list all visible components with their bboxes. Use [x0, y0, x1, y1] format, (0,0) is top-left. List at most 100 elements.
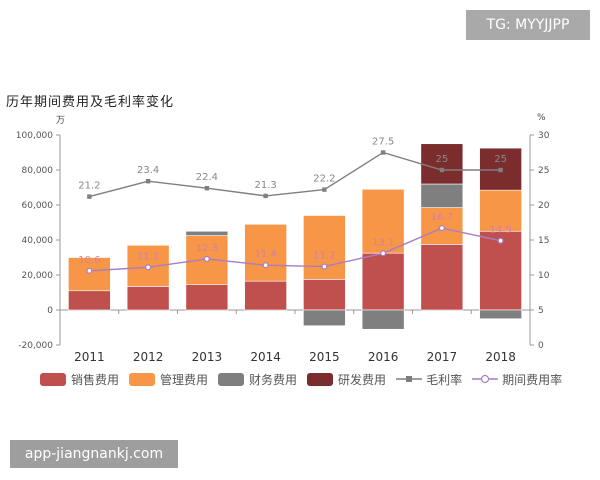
data-label: 11.1 [137, 251, 159, 262]
x-tick-label: 2014 [250, 350, 281, 364]
x-tick-label: 2017 [427, 350, 458, 364]
legend-line-swatch [396, 376, 423, 382]
x-tick-label: 2011 [74, 350, 105, 364]
bar-segment [303, 279, 346, 311]
y2-tick-label: 0 [538, 341, 544, 351]
y-tick-label: 0 [47, 306, 53, 316]
y-tick-label: 40,000 [22, 236, 54, 246]
y2-tick-label: 25 [538, 166, 549, 176]
data-label: 14.9 [489, 225, 511, 236]
line-point [498, 167, 503, 173]
bar-segment [68, 290, 111, 311]
bar-segment [68, 257, 111, 292]
legend-item: 销售费用 [40, 371, 119, 388]
series-line [89, 151, 501, 198]
legend-item: 研发费用 [307, 371, 386, 388]
data-label: 21.2 [78, 181, 100, 192]
watermark-top: TG: MYYJJPP [466, 10, 590, 40]
watermark-bottom: app-jiangnankj.com [10, 440, 178, 468]
y2-tick-label: 15 [538, 236, 549, 246]
legend-label: 财务费用 [249, 372, 298, 387]
y2-tick-label: 10 [538, 271, 550, 281]
data-label: 25 [494, 154, 507, 165]
x-tick-label: 2015 [309, 350, 340, 364]
legend-item: 毛利率 [396, 371, 462, 388]
bar-segment [420, 183, 464, 208]
bar-segment [126, 286, 170, 311]
legend-item: 管理费用 [129, 371, 208, 388]
bar-segment [244, 223, 287, 282]
line-point [497, 237, 504, 244]
data-label: 25 [436, 154, 449, 165]
data-label: 27.5 [372, 137, 394, 148]
y2-tick-label: 5 [538, 306, 544, 316]
legend-swatch [40, 372, 66, 386]
line-point [203, 255, 210, 262]
line-point [439, 167, 445, 173]
line-point [322, 187, 327, 192]
y-tick-label: 100,000 [16, 131, 53, 141]
data-label: 11.4 [254, 249, 276, 260]
bar-segment [361, 188, 405, 254]
line-point [87, 194, 92, 199]
legend-label: 期间费用率 [502, 372, 563, 387]
left-axis-unit: 万 [56, 116, 66, 126]
legend-swatch [218, 372, 245, 386]
line-point [145, 264, 152, 271]
bar-segment [420, 143, 464, 185]
data-label: 22.4 [196, 172, 218, 183]
y2-tick-label: 20 [538, 201, 550, 211]
legend-item: 期间费用率 [472, 371, 562, 388]
bar-segment [244, 280, 287, 311]
right-axis-unit: % [537, 113, 546, 123]
x-tick-label: 2016 [368, 350, 399, 364]
bar-segment [303, 215, 346, 280]
legend-label: 研发费用 [338, 372, 387, 387]
line-point [380, 150, 386, 155]
legend-label: 销售费用 [71, 372, 120, 387]
line-point [145, 179, 151, 184]
legend: 销售费用 管理费用 财务费用 研发费用 毛利率 期间费用率 [40, 369, 580, 389]
x-tick-label: 2018 [485, 350, 516, 364]
legend-swatch [307, 372, 334, 386]
bar-segment [479, 189, 522, 232]
series-line [89, 227, 501, 272]
legend-label: 毛利率 [426, 372, 463, 387]
line-point [321, 263, 328, 270]
data-label: 21.3 [254, 180, 276, 191]
line-point [86, 267, 93, 274]
bar-segment [303, 309, 346, 327]
y2-tick-label: 30 [538, 131, 550, 141]
line-point [263, 193, 268, 199]
data-label: 13.1 [372, 237, 394, 248]
y-tick-label: 20,000 [22, 271, 54, 281]
legend-item: 财务费用 [218, 371, 297, 388]
bar-segment [361, 309, 405, 330]
bar-segment [479, 309, 522, 320]
data-label: 16.7 [431, 212, 453, 223]
bar-segment [185, 284, 229, 311]
line-point [438, 225, 445, 232]
bar-segment [361, 252, 405, 311]
legend-label: 管理费用 [160, 372, 209, 387]
legend-swatch [129, 372, 156, 386]
y-tick-label: 80,000 [22, 166, 54, 176]
x-tick-label: 2012 [133, 350, 164, 364]
data-label: 22.2 [313, 174, 335, 185]
line-point [380, 250, 387, 257]
data-label: 23.4 [137, 165, 159, 176]
x-tick-label: 2013 [192, 350, 223, 364]
chart-title: 历年期间费用及毛利率变化 [6, 95, 175, 110]
bar-segment [479, 230, 522, 311]
y-tick-label: -20,000 [18, 341, 53, 351]
data-label: 11.2 [313, 251, 335, 262]
line-point [204, 186, 210, 191]
y-tick-label: 60,000 [22, 201, 54, 211]
data-label: 10.6 [78, 255, 100, 266]
line-point [262, 262, 269, 269]
legend-line-swatch [472, 374, 499, 384]
bar-segment [185, 230, 229, 236]
data-label: 12.3 [196, 243, 218, 254]
bar-segment [420, 244, 464, 311]
